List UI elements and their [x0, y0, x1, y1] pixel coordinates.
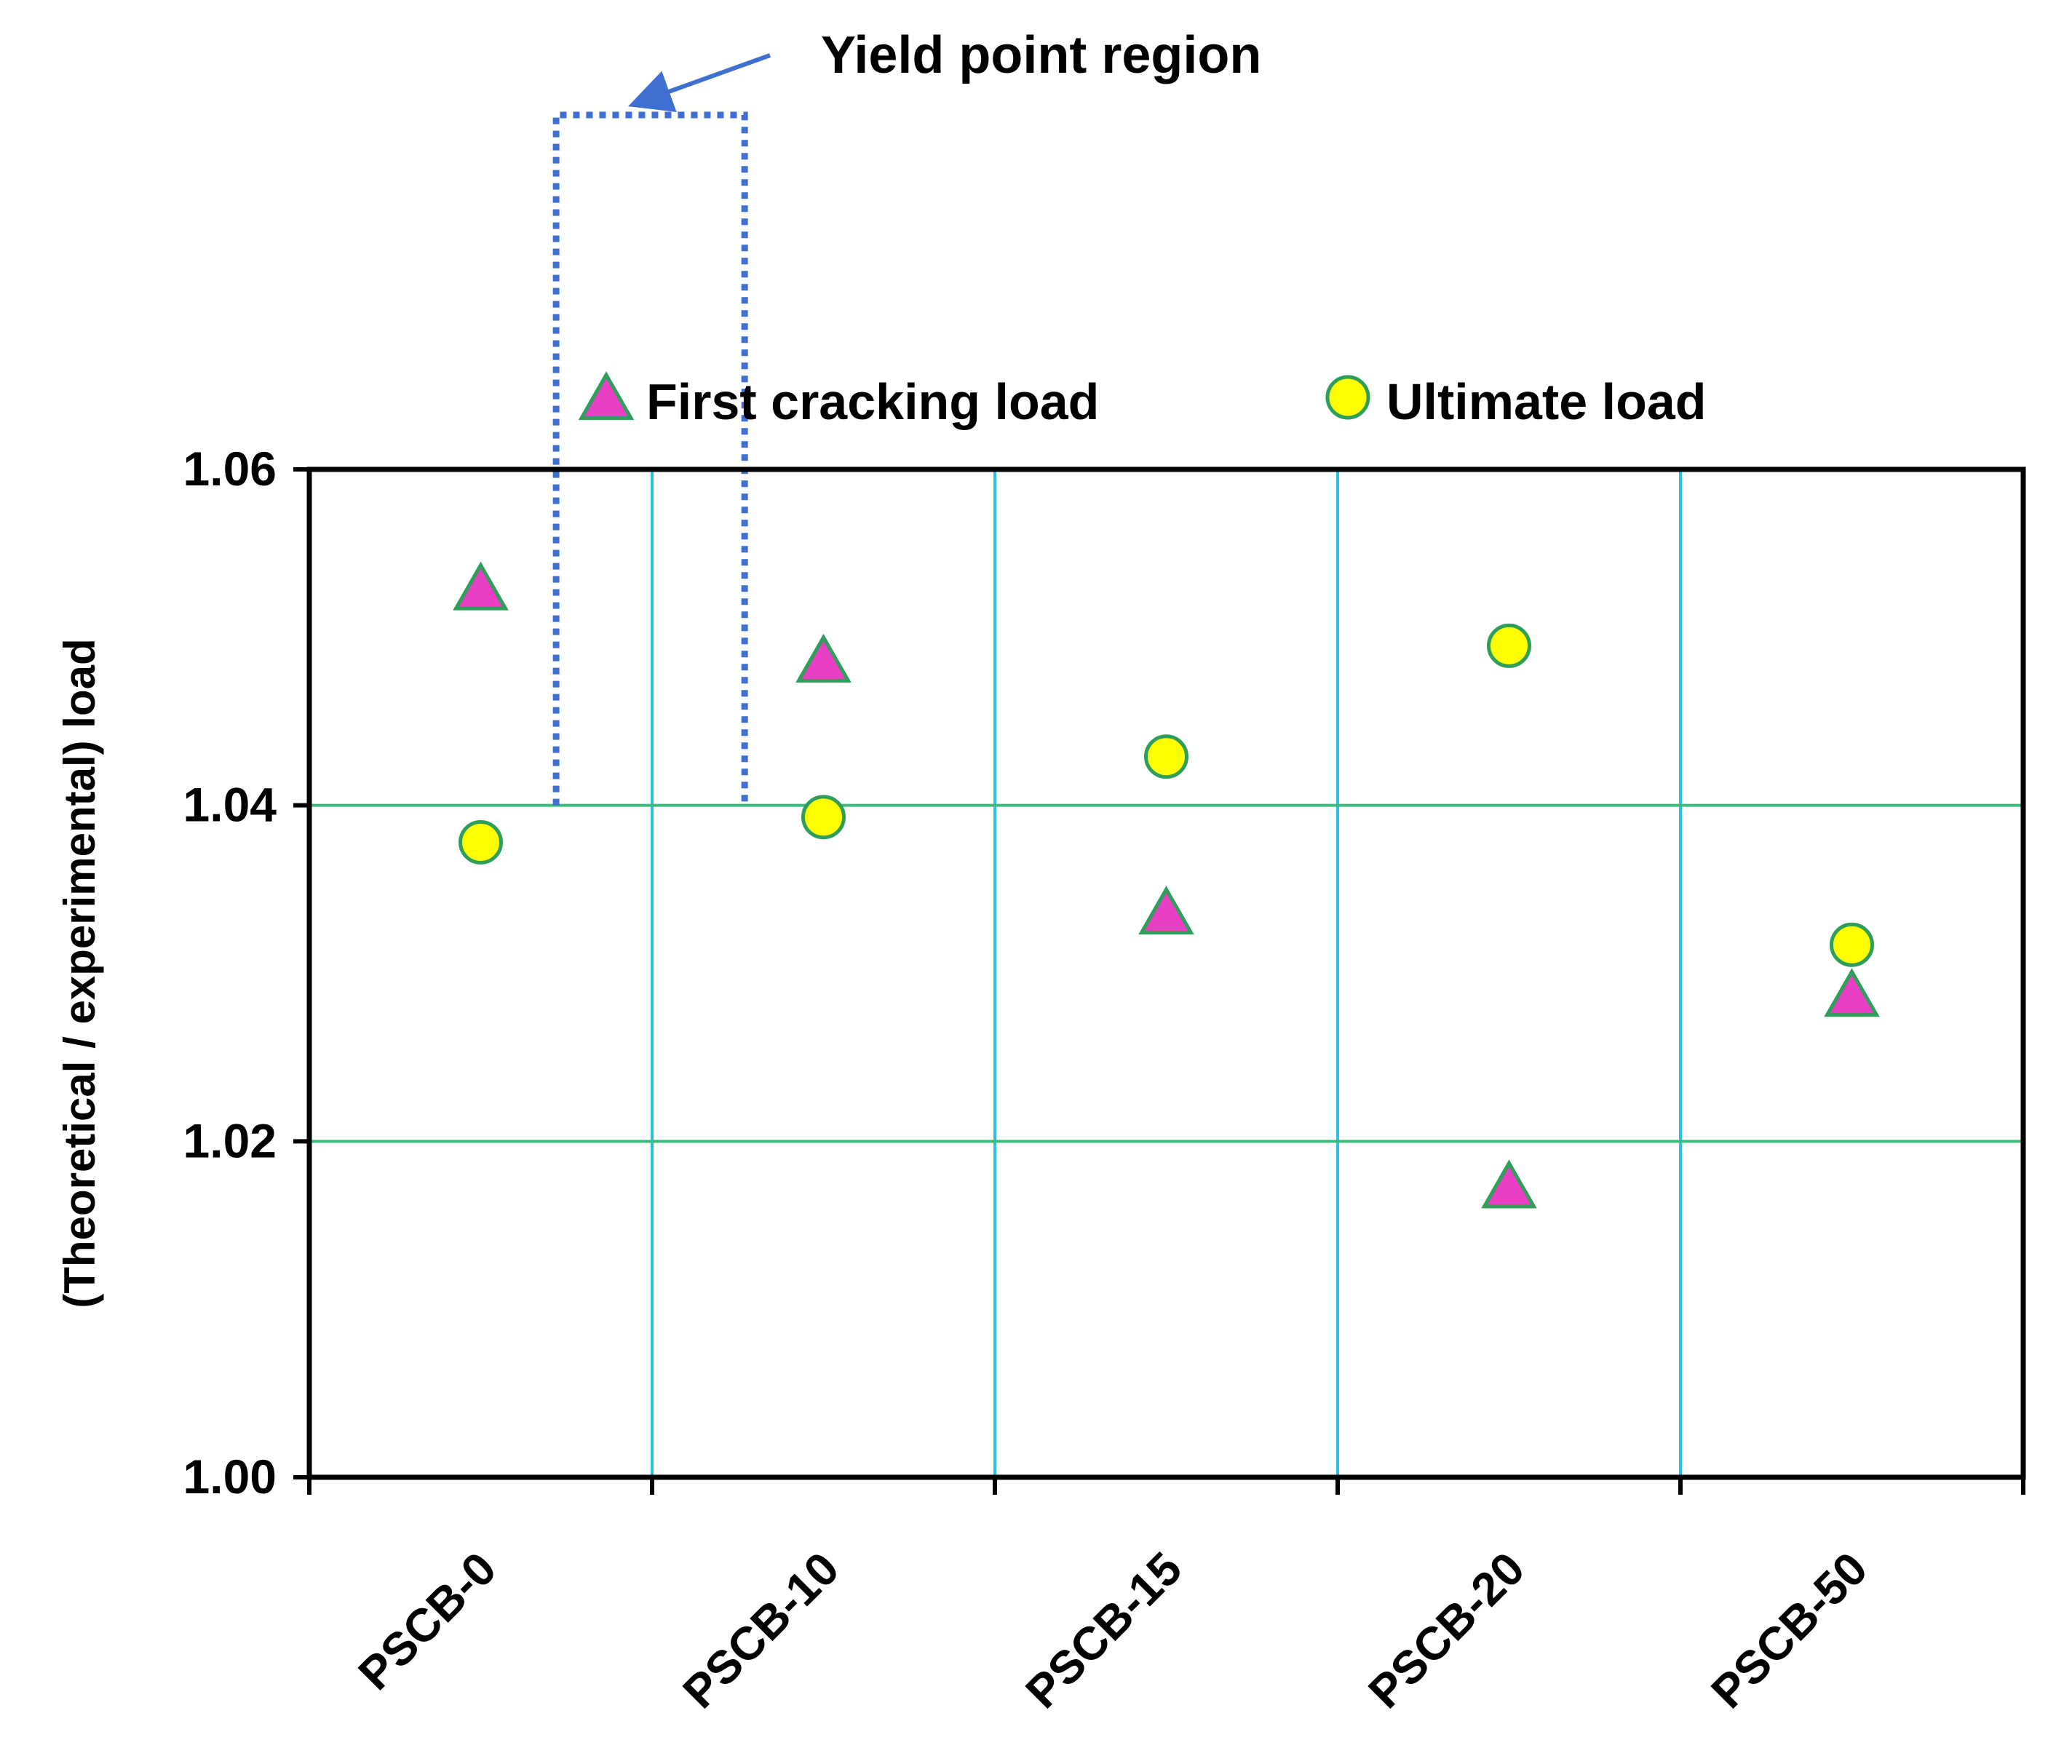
first-cracking-load-point	[453, 561, 509, 611]
y-tick-label: 1.00	[183, 1450, 277, 1503]
annotation-layer: Yield point region	[552, 26, 1261, 806]
first-cracking-load-point	[795, 633, 852, 683]
x-tick-label: PSCB-10	[672, 1542, 849, 1718]
y-tick-label: 1.02	[183, 1113, 277, 1167]
ultimate-load-point	[1144, 734, 1188, 779]
annotation-arrow	[628, 53, 771, 113]
ultimate-load-point	[1830, 922, 1874, 967]
ultimate-load-point	[459, 819, 503, 865]
legend: First cracking load Ultimate load	[578, 371, 1707, 430]
legend-triangle-icon	[578, 371, 635, 421]
label-layer: 1.00 1.02 1.04 1.06 PSCB-0 PSCB-10 PSCB-15 PSCB…	[55, 442, 1877, 1718]
first-cracking-load-point	[1824, 968, 1880, 1017]
ultimate-load-point	[1487, 623, 1531, 668]
first-cracking-load-point	[1138, 886, 1194, 935]
y-axis-title: (Theoretical / experimental) load	[55, 638, 104, 1308]
annotation-text: Yield point region	[821, 26, 1261, 84]
x-tick-label: PSCB-20	[1358, 1542, 1534, 1718]
yield-region-box	[552, 111, 748, 806]
plot-frame	[306, 466, 2026, 1480]
y-tick-label: 1.06	[183, 442, 277, 496]
x-tick-label: PSCB-50	[1701, 1542, 1877, 1718]
x-tick-label: PSCB-15	[1015, 1542, 1191, 1718]
ultimate-load-point	[801, 795, 846, 840]
legend-label-first-cracking: First cracking load	[646, 373, 1099, 430]
legend-circle-icon	[1325, 375, 1370, 420]
legend-label-ultimate: Ultimate load	[1386, 373, 1707, 430]
x-tick-label: PSCB-0	[349, 1542, 507, 1700]
axis-layer	[293, 466, 2026, 1495]
marker-layer	[453, 561, 1880, 1209]
grid-layer	[309, 469, 2023, 1477]
first-cracking-load-point	[1481, 1159, 1537, 1209]
y-tick-label: 1.04	[183, 778, 277, 832]
